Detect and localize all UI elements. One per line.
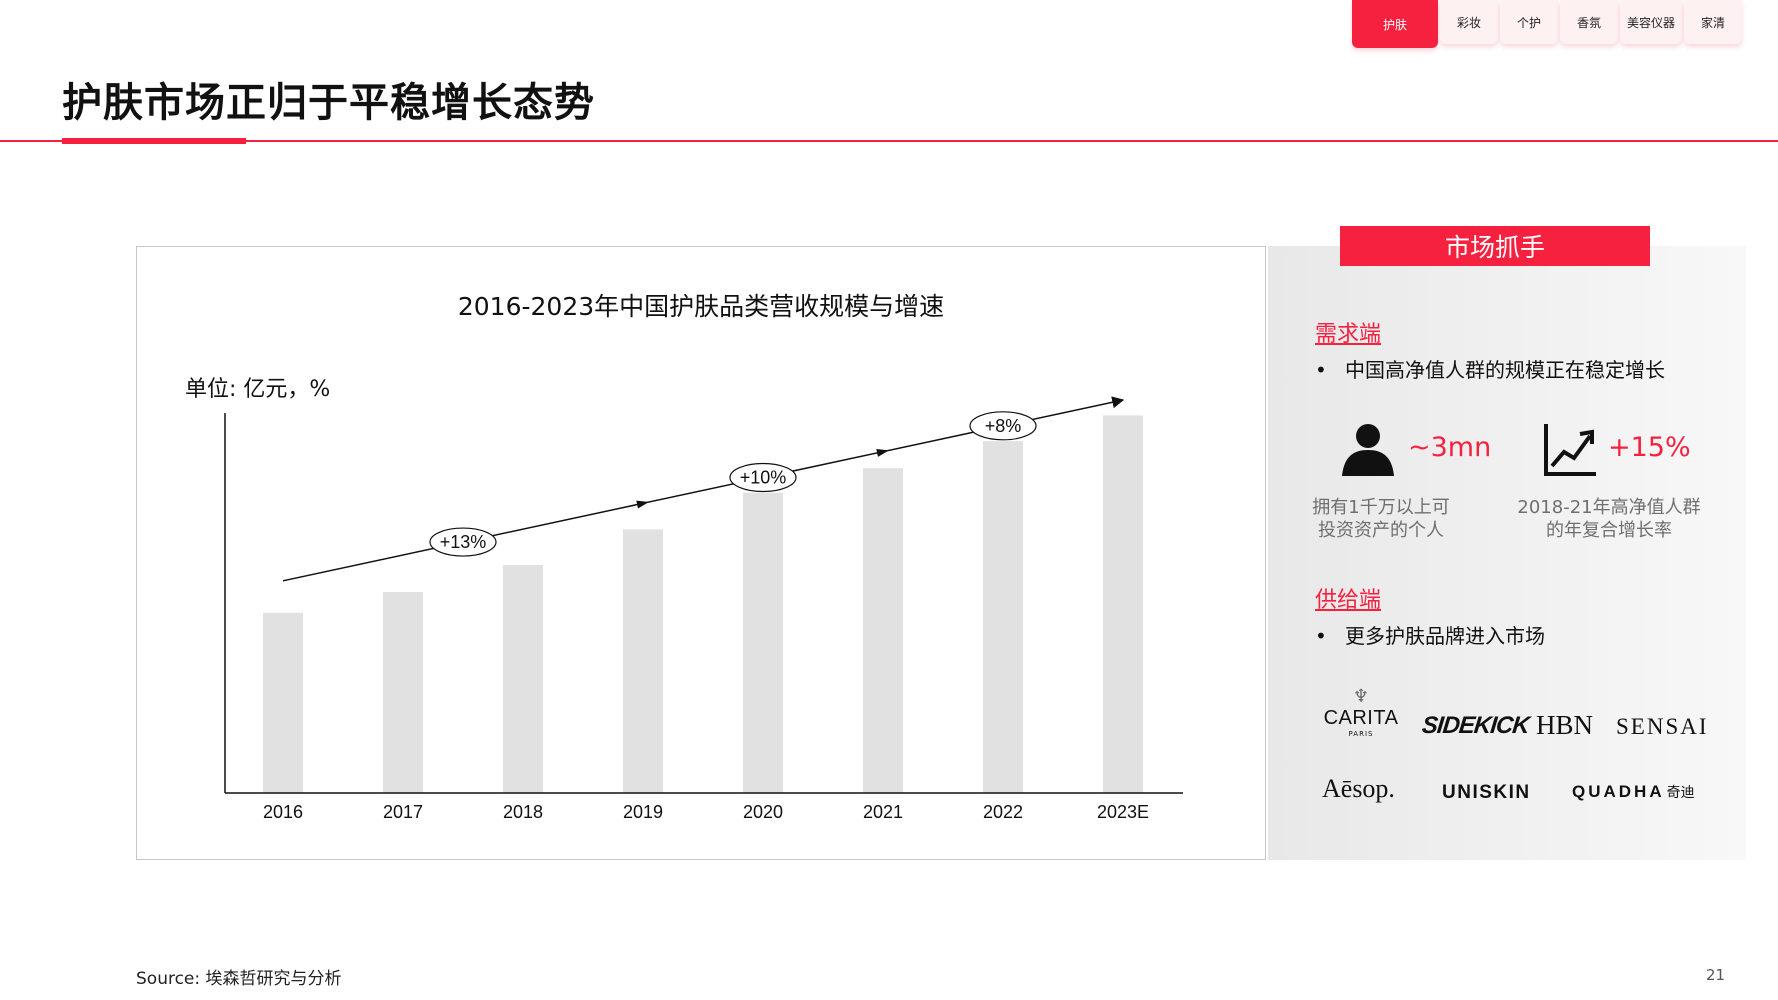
tab-skincare[interactable]: 护肤 bbox=[1352, 0, 1438, 48]
hnw-population-desc: 拥有1千万以上可 投资资产的个人 bbox=[1276, 496, 1486, 542]
quadha-name: QUADHA bbox=[1572, 782, 1665, 801]
hnw-cagr-value: +15% bbox=[1608, 432, 1691, 463]
sensai-logo: SENSAI bbox=[1616, 714, 1709, 739]
title-accent-bar bbox=[62, 138, 246, 144]
chart-title: 2016-2023年中国护肤品类营收规模与增速 bbox=[457, 292, 945, 321]
tab-fragrance[interactable]: 香氛 bbox=[1560, 0, 1618, 44]
category-tabs: 护肤 彩妆 个护 香氛 美容仪器 家清 bbox=[1352, 0, 1742, 48]
quadha-cn: 奇迪 bbox=[1666, 784, 1695, 800]
x-tick-label: 2019 bbox=[623, 802, 663, 822]
bar-2016 bbox=[263, 612, 303, 793]
bar-2023E bbox=[1103, 415, 1143, 793]
hnw-cagr-desc: 2018-21年高净值人群 的年复合增长率 bbox=[1504, 496, 1714, 542]
desc-line: 投资资产的个人 bbox=[1318, 520, 1444, 541]
uniskin-logo: UNISKIN bbox=[1442, 782, 1531, 803]
x-tick-label: 2020 bbox=[743, 802, 783, 822]
x-tick-label: 2018 bbox=[503, 802, 543, 822]
bar-2021 bbox=[863, 468, 903, 793]
page-number: 21 bbox=[1706, 966, 1726, 984]
supply-bullet-text: 更多护肤品牌进入市场 bbox=[1345, 624, 1545, 648]
bar-2019 bbox=[623, 529, 663, 793]
title-divider bbox=[0, 140, 1778, 142]
person-icon bbox=[1342, 424, 1394, 476]
bullet-dot-icon: • bbox=[1315, 624, 1327, 648]
aesop-logo: Aēsop. bbox=[1322, 774, 1395, 803]
tab-label: 美容仪器 bbox=[1626, 15, 1675, 30]
bar-2017 bbox=[383, 591, 423, 793]
trend-mid-arrow-icon bbox=[636, 500, 649, 509]
x-tick-label: 2023E bbox=[1097, 802, 1149, 822]
desc-line: 拥有1千万以上可 bbox=[1312, 497, 1450, 518]
chart-panel: 2016-2023年中国护肤品类营收规模与增速 单位: 亿元，% +13% +10… bbox=[136, 246, 1266, 860]
tab-home-cleaning[interactable]: 家清 bbox=[1684, 0, 1742, 44]
tab-beauty-devices[interactable]: 美容仪器 bbox=[1620, 0, 1682, 44]
bar-2018 bbox=[503, 565, 543, 793]
x-tick-label: 2022 bbox=[983, 802, 1023, 822]
carita-logo: ♆ CARITA PARIS bbox=[1316, 686, 1406, 738]
growth-chart-icon bbox=[1544, 424, 1596, 476]
sidekick-logo: SIDEKICK bbox=[1420, 712, 1531, 739]
x-tick-label: 2016 bbox=[263, 802, 303, 822]
x-tick-label: 2017 bbox=[383, 802, 423, 822]
trend-mid-arrow-icon bbox=[876, 449, 889, 457]
growth-bubble bbox=[969, 411, 1037, 441]
page-title: 护肤市场正归于平稳增长态势 bbox=[62, 80, 595, 126]
quadha-logo: QUADHA 奇迪 bbox=[1572, 782, 1695, 802]
tab-label: 香氛 bbox=[1576, 15, 1601, 30]
growth-label: +10% bbox=[740, 467, 787, 487]
demand-side-label: 需求端 bbox=[1315, 322, 1382, 347]
bar-chart: +13% +10% +8% 2016 2017 2018 2019 2020 2021 2022… bbox=[224, 396, 1183, 822]
carita-sub: PARIS bbox=[1348, 730, 1374, 738]
tab-label: 家清 bbox=[1700, 15, 1725, 30]
tab-personal-care[interactable]: 个护 bbox=[1500, 0, 1558, 44]
hbn-logo: HBN bbox=[1536, 710, 1594, 740]
growth-label: +13% bbox=[440, 532, 487, 552]
bullet-dot-icon: • bbox=[1315, 358, 1327, 382]
carita-name: CARITA bbox=[1323, 707, 1399, 729]
market-drivers-panel: 市场抓手 需求端 • 中国高净值人群的规模正在稳定增长 ~3mn 拥有1千万以上可… bbox=[1268, 226, 1746, 860]
tab-label: 护肤 bbox=[1382, 17, 1407, 32]
tab-makeup[interactable]: 彩妆 bbox=[1440, 0, 1498, 44]
demand-bullet: • 中国高净值人群的规模正在稳定增长 bbox=[1315, 354, 1665, 383]
supply-bullet: • 更多护肤品牌进入市场 bbox=[1315, 620, 1545, 649]
bar-2020 bbox=[743, 492, 783, 793]
desc-line: 2018-21年高净值人群 bbox=[1517, 497, 1701, 518]
bar-2022 bbox=[983, 441, 1023, 793]
carita-emblem-icon: ♆ bbox=[1352, 686, 1370, 707]
tab-label: 彩妆 bbox=[1456, 15, 1481, 30]
source-note: Source: 埃森哲研究与分析 bbox=[136, 969, 342, 989]
desc-line: 的年复合增长率 bbox=[1546, 520, 1672, 541]
panel-header: 市场抓手 bbox=[1340, 226, 1650, 266]
hnw-population-value: ~3mn bbox=[1408, 432, 1492, 463]
supply-side-label: 供给端 bbox=[1315, 588, 1382, 613]
x-tick-label: 2021 bbox=[863, 802, 903, 822]
demand-bullet-text: 中国高净值人群的规模正在稳定增长 bbox=[1345, 358, 1665, 382]
growth-label: +8% bbox=[985, 416, 1022, 436]
unit-label: 单位: 亿元，% bbox=[185, 377, 331, 402]
growth-bubble bbox=[429, 527, 497, 557]
tab-label: 个护 bbox=[1516, 15, 1541, 30]
growth-bubble bbox=[729, 462, 797, 493]
